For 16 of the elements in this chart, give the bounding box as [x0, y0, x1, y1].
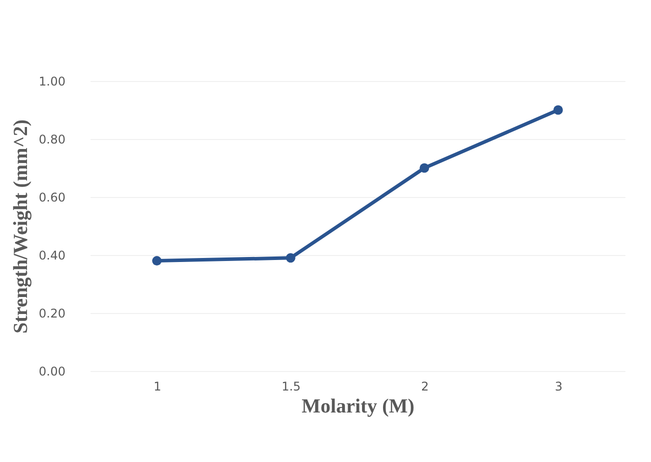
x-tick-label: 1.5	[282, 380, 301, 394]
x-axis-title: Molarity (M)	[302, 396, 414, 418]
y-axis-title: Strength/Weight (mm^2)	[10, 119, 32, 334]
y-tick-label: 0.00	[38, 364, 66, 378]
point	[286, 253, 296, 263]
x-tick-label: 1	[154, 380, 162, 394]
x-tick-label: 2	[421, 380, 429, 394]
y-tick-label: 1.00	[38, 74, 66, 88]
y-tick-label: 0.20	[38, 306, 66, 320]
point	[152, 256, 162, 266]
point	[553, 105, 563, 115]
y-tick-label: 0.60	[38, 190, 66, 204]
x-tick-label: 3	[554, 380, 562, 394]
y-tick-label: 0.40	[38, 248, 66, 262]
point	[420, 163, 430, 173]
y-tick-label: 0.80	[38, 132, 66, 146]
